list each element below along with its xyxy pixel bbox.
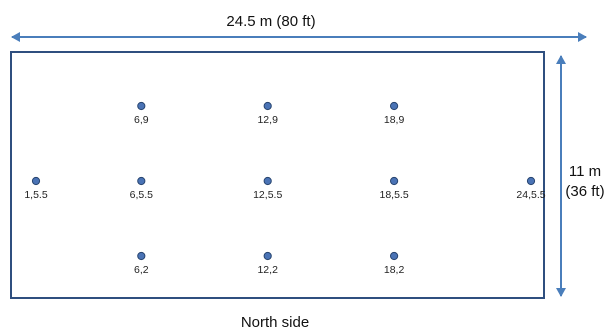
measurement-point: 18,9: [384, 101, 405, 126]
measurement-point: 6,9: [134, 101, 149, 126]
measurement-point: 18,2: [384, 251, 405, 276]
measurement-point-label: 18,2: [384, 264, 405, 276]
measurement-point: 24,5.5: [516, 176, 546, 201]
measurement-point-label: 18,9: [384, 114, 405, 126]
measurement-point-label: 12,2: [257, 264, 278, 276]
north-side-label: North side: [241, 314, 309, 331]
height-dimension-label-line2: (36 ft): [565, 183, 604, 200]
measurement-point: 18,5.5: [379, 176, 409, 201]
measurement-point-marker: [390, 251, 399, 261]
measurement-points: 1,5.5 6,9 6,5.5 6,2 12,9 12,5.5 12,2 18,9 18,5.5…: [24, 101, 546, 276]
measurement-point-marker: [263, 251, 272, 261]
width-dimension-label: 24.5 m (80 ft): [226, 13, 315, 30]
measurement-point-marker: [390, 101, 399, 111]
measurement-point-marker: [263, 101, 272, 111]
field-outline: [10, 51, 545, 299]
measurement-point-label: 6,5.5: [130, 189, 154, 201]
measurement-point: 6,5.5: [130, 176, 154, 201]
measurement-point-marker: [137, 176, 146, 186]
measurement-point-label: 12,5.5: [253, 189, 282, 201]
measurement-point: 12,2: [257, 251, 278, 276]
measurement-point: 6,2: [134, 251, 149, 276]
measurement-point-label: 6,2: [134, 264, 149, 276]
measurement-point-marker: [526, 176, 536, 186]
measurement-point-marker: [137, 251, 146, 261]
measurement-point-label: 18,5.5: [379, 189, 408, 201]
measurement-point-label: 12,9: [257, 114, 278, 126]
height-dimension-label-line1: 11 m: [569, 163, 601, 180]
measurement-point: 12,5.5: [253, 176, 282, 201]
measurement-point: 1,5.5: [24, 176, 48, 201]
measurement-point: 12,9: [257, 101, 278, 126]
measurement-point-marker: [31, 176, 41, 186]
measurement-point-label: 1,5.5: [24, 189, 48, 201]
measurement-point-label: 6,9: [134, 114, 149, 126]
measurement-point-marker: [263, 176, 272, 186]
measurement-point-marker: [137, 101, 146, 111]
measurement-point-marker: [390, 176, 399, 186]
measurement-point-label: 24,5.5: [516, 189, 545, 201]
